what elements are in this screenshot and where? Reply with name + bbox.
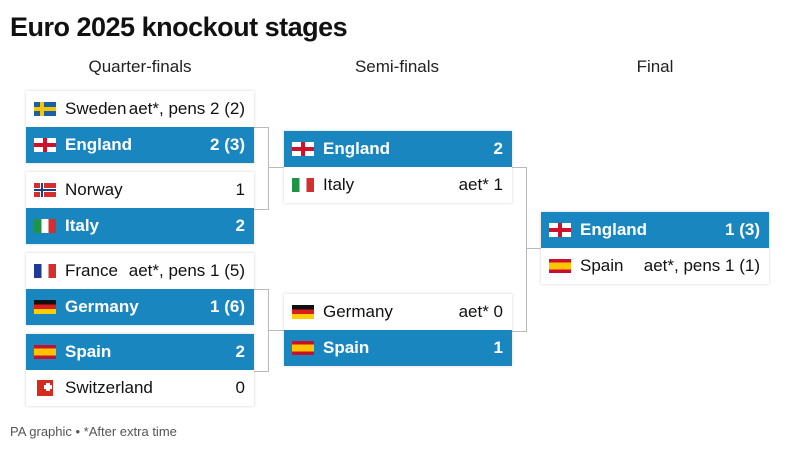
team-row-switzerland: Switzerland 0 — [26, 370, 254, 406]
team-name: Germany — [323, 302, 393, 321]
team-score: aet* 1 — [458, 175, 503, 194]
bracket-line-to-final — [526, 248, 541, 249]
team-score: 1 — [235, 180, 245, 199]
team-row-england: England 1 (3) — [541, 212, 769, 248]
team-row-germany: Germany aet* 0 — [284, 294, 512, 330]
round-heading-semi-finals: Semi-finals — [354, 57, 440, 76]
switzerland-flag-icon — [37, 380, 53, 396]
team-row-england: England 2 — [284, 131, 512, 167]
team-score: aet*, pens 2 (2) — [128, 99, 245, 118]
spain-flag-icon — [549, 259, 571, 273]
team-score: 2 — [235, 216, 245, 235]
team-row-spain: Spain 1 — [284, 330, 512, 366]
team-score: 2 — [235, 342, 245, 361]
team-name: Sweden — [65, 99, 127, 118]
team-score: 2 — [493, 139, 503, 158]
team-score: 0 — [235, 378, 245, 397]
spain-flag-icon — [34, 345, 56, 359]
sweden-flag-icon — [34, 102, 56, 116]
england-flag-icon — [34, 138, 56, 152]
team-score: 1 — [493, 338, 503, 357]
team-name: England — [580, 220, 648, 239]
team-name: Switzerland — [65, 378, 153, 397]
team-row-spain: Spain aet*, pens 1 (1) — [541, 248, 769, 284]
semi-final-match-2: Germany aet* 0 Spain 1 — [284, 294, 512, 366]
team-name: England — [323, 139, 391, 158]
team-score: 1 (3) — [725, 220, 760, 239]
team-name: England — [65, 135, 133, 154]
france-flag-icon — [34, 264, 56, 278]
quarter-final-match-2: Norway 1 Italy 2 — [26, 172, 254, 244]
team-name: Spain — [65, 342, 112, 361]
team-name: Germany — [65, 297, 139, 316]
team-row-germany: Germany 1 (6) — [26, 289, 254, 325]
quarter-final-match-4: Spain 2 Switzerland 0 — [26, 334, 254, 406]
team-row-spain: Spain 2 — [26, 334, 254, 370]
round-heading-final: Final — [636, 57, 674, 76]
bracket-connector-qf-1-2 — [254, 127, 269, 210]
england-flag-icon — [549, 223, 571, 237]
team-score: 1 (6) — [210, 297, 245, 316]
team-name: Norway — [65, 180, 123, 199]
bracket-connector-sf — [512, 167, 527, 332]
team-row-norway: Norway 1 — [26, 172, 254, 208]
team-row-france: France aet*, pens 1 (5) — [26, 253, 254, 289]
team-name: Spain — [580, 256, 624, 275]
quarter-final-match-3: France aet*, pens 1 (5) Germany 1 (6) — [26, 253, 254, 325]
team-row-italy: Italy 2 — [26, 208, 254, 244]
team-row-sweden: Sweden aet*, pens 2 (2) — [26, 91, 254, 127]
bracket-connector-qf-3-4 — [254, 289, 269, 372]
team-score: aet* 0 — [458, 302, 503, 321]
semi-final-match-1: England 2 Italy aet* 1 — [284, 131, 512, 203]
germany-flag-icon — [292, 305, 314, 319]
bracket-line-to-sf-2 — [268, 330, 284, 331]
germany-flag-icon — [34, 300, 56, 314]
england-flag-icon — [292, 142, 314, 156]
quarter-final-match-1: Sweden aet*, pens 2 (2) England 2 (3) — [26, 91, 254, 163]
team-row-england: England 2 (3) — [26, 127, 254, 163]
team-name: Spain — [323, 338, 370, 357]
team-score: aet*, pens 1 (5) — [128, 261, 245, 280]
team-row-italy: Italy aet* 1 — [284, 167, 512, 203]
round-heading-quarter-finals: Quarter-finals — [88, 57, 192, 76]
team-score: 2 (3) — [210, 135, 245, 154]
source-footnote: PA graphic • *After extra time — [10, 424, 177, 439]
team-name: France — [65, 261, 118, 280]
team-name: Italy — [323, 175, 355, 194]
page-title: Euro 2025 knockout stages — [10, 12, 348, 42]
bracket-line-to-sf-1 — [268, 167, 284, 168]
italy-flag-icon — [34, 219, 56, 233]
norway-flag-icon — [34, 183, 56, 197]
team-score: aet*, pens 1 (1) — [643, 256, 760, 275]
final-match: England 1 (3) Spain aet*, pens 1 (1) — [541, 212, 769, 284]
team-name: Italy — [65, 216, 100, 235]
spain-flag-icon — [292, 341, 314, 355]
italy-flag-icon — [292, 178, 314, 192]
